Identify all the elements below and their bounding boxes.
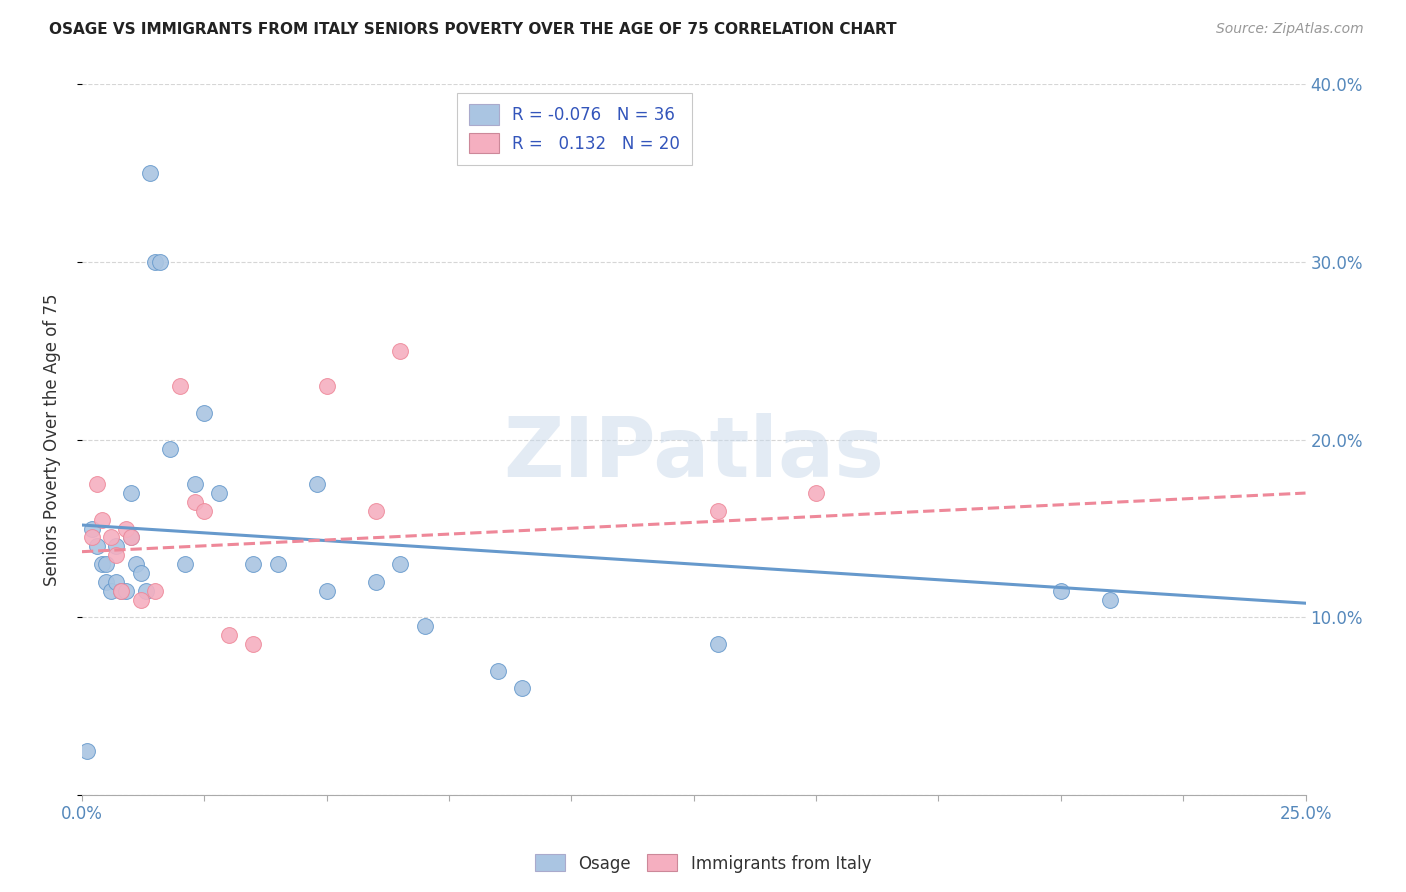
Point <box>315 379 337 393</box>
Point <box>707 504 730 518</box>
Point <box>315 583 337 598</box>
Point <box>100 531 122 545</box>
Point <box>486 664 509 678</box>
Point <box>707 637 730 651</box>
Point <box>90 513 112 527</box>
Point <box>145 255 167 269</box>
Point <box>193 504 215 518</box>
Legend: Osage, Immigrants from Italy: Osage, Immigrants from Italy <box>529 847 877 880</box>
Point <box>129 592 152 607</box>
Point <box>135 583 157 598</box>
Point <box>125 557 148 571</box>
Point <box>76 744 98 758</box>
Point <box>129 566 152 580</box>
Point <box>100 583 122 598</box>
Point <box>120 531 142 545</box>
Point <box>86 477 108 491</box>
Point <box>364 574 387 589</box>
Point <box>120 486 142 500</box>
Point <box>159 442 181 456</box>
Text: Source: ZipAtlas.com: Source: ZipAtlas.com <box>1216 22 1364 37</box>
Point <box>208 486 231 500</box>
Point <box>80 522 103 536</box>
Point <box>169 379 191 393</box>
Point <box>96 574 118 589</box>
Point <box>115 522 138 536</box>
Point <box>96 557 118 571</box>
Point <box>120 531 142 545</box>
Point <box>105 574 128 589</box>
Point <box>90 557 112 571</box>
Point <box>149 255 172 269</box>
Point <box>218 628 240 642</box>
Point <box>105 548 128 562</box>
Point <box>1098 592 1121 607</box>
Point <box>115 583 138 598</box>
Point <box>389 557 412 571</box>
Point <box>110 583 132 598</box>
Point <box>512 681 534 696</box>
Point <box>242 557 264 571</box>
Point <box>389 343 412 358</box>
Point <box>145 583 167 598</box>
Point <box>1049 583 1071 598</box>
Point <box>80 531 103 545</box>
Point <box>364 504 387 518</box>
Point <box>267 557 290 571</box>
Point <box>139 166 162 180</box>
Text: OSAGE VS IMMIGRANTS FROM ITALY SENIORS POVERTY OVER THE AGE OF 75 CORRELATION CH: OSAGE VS IMMIGRANTS FROM ITALY SENIORS P… <box>49 22 897 37</box>
Point <box>110 583 132 598</box>
Point <box>183 477 205 491</box>
Text: ZIPatlas: ZIPatlas <box>503 414 884 494</box>
Point <box>305 477 328 491</box>
Point <box>105 539 128 553</box>
Point <box>242 637 264 651</box>
Point <box>804 486 827 500</box>
Y-axis label: Seniors Poverty Over the Age of 75: Seniors Poverty Over the Age of 75 <box>44 293 60 586</box>
Point <box>86 539 108 553</box>
Point <box>183 495 205 509</box>
Point <box>413 619 436 633</box>
Legend: R = -0.076   N = 36, R =   0.132   N = 20: R = -0.076 N = 36, R = 0.132 N = 20 <box>457 93 692 165</box>
Point <box>193 406 215 420</box>
Point <box>173 557 195 571</box>
